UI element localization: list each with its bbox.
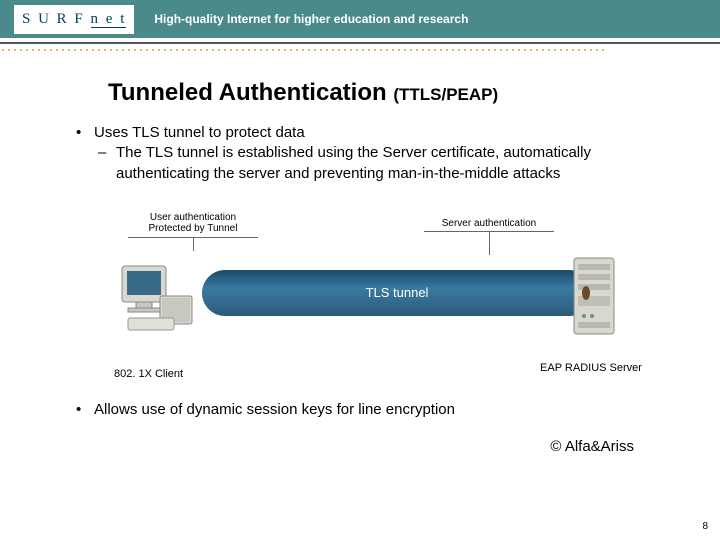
bullet-list-bottom: Allows use of dynamic session keys for l… <box>40 400 680 420</box>
server-label: EAP RADIUS Server <box>516 362 666 374</box>
server-auth-text: Server authentication <box>442 218 537 229</box>
tunnel-core-icon <box>582 286 590 300</box>
page-number: 8 <box>702 521 708 532</box>
client-pc-icon: 802. 1X Client <box>116 262 206 347</box>
server-auth-label: Server authentication <box>424 218 554 232</box>
header-bar: S U R F n e t High-quality Internet for … <box>0 0 720 38</box>
slide-title: Tunneled Authentication (TTLS/PEAP) <box>108 79 680 107</box>
bullet-2: Allows use of dynamic session keys for l… <box>94 400 680 420</box>
logo-text: S U R F n e t <box>22 11 126 28</box>
title-main: Tunneled Authentication <box>108 79 393 106</box>
title-sub: (TTLS/PEAP) <box>393 85 498 104</box>
client-label: 802. 1X Client <box>114 368 224 380</box>
callout-line-icon <box>489 231 490 255</box>
tunnel-diagram: User authentication Protected by Tunnel … <box>110 212 640 382</box>
callout-line-icon <box>193 237 194 251</box>
tunnel-label: TLS tunnel <box>366 285 429 300</box>
header-rule <box>0 42 720 44</box>
radius-server-icon: EAP RADIUS Server <box>566 254 646 349</box>
bullet-1-text: Uses TLS tunnel to protect data <box>94 124 305 141</box>
bullet-list-top: Uses TLS tunnel to protect data The TLS … <box>40 123 680 184</box>
user-auth-text: User authentication Protected by Tunnel <box>149 212 238 235</box>
bullet-1-sub: The TLS tunnel is established using the … <box>116 143 680 184</box>
header-tagline: High-quality Internet for higher educati… <box>154 12 468 26</box>
slide-content: Tunneled Authentication (TTLS/PEAP) Uses… <box>0 51 720 455</box>
tls-tunnel: TLS tunnel <box>202 270 592 316</box>
surfnet-logo: S U R F n e t <box>14 5 134 34</box>
bullet-1: Uses TLS tunnel to protect data The TLS … <box>94 123 680 184</box>
copyright-text: © Alfa&Ariss <box>40 438 680 455</box>
user-auth-label: User authentication Protected by Tunnel <box>128 212 258 238</box>
